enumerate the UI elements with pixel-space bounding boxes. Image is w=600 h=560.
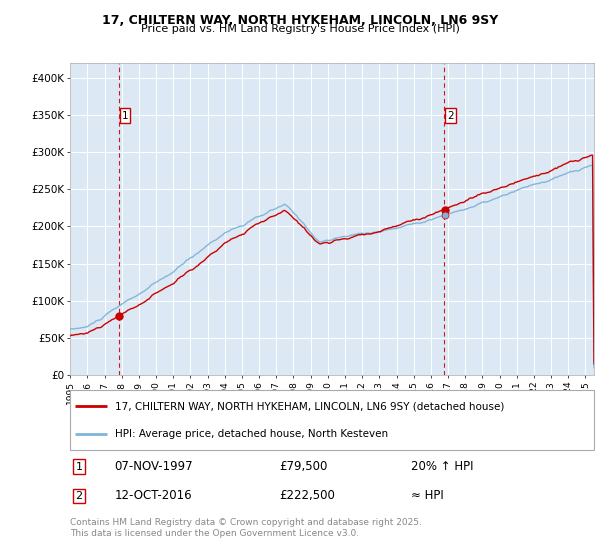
FancyBboxPatch shape [70, 390, 594, 450]
Text: £222,500: £222,500 [280, 489, 335, 502]
Text: 1: 1 [122, 110, 128, 120]
Text: 07-NOV-1997: 07-NOV-1997 [115, 460, 193, 473]
Text: 2: 2 [447, 110, 454, 120]
Text: 17, CHILTERN WAY, NORTH HYKEHAM, LINCOLN, LN6 9SY (detached house): 17, CHILTERN WAY, NORTH HYKEHAM, LINCOLN… [115, 401, 504, 411]
Text: 12-OCT-2016: 12-OCT-2016 [115, 489, 193, 502]
Text: 17, CHILTERN WAY, NORTH HYKEHAM, LINCOLN, LN6 9SY: 17, CHILTERN WAY, NORTH HYKEHAM, LINCOLN… [102, 14, 498, 27]
Text: Price paid vs. HM Land Registry's House Price Index (HPI): Price paid vs. HM Land Registry's House … [140, 24, 460, 34]
Text: 1: 1 [76, 461, 82, 472]
Text: £79,500: £79,500 [280, 460, 328, 473]
Text: ≈ HPI: ≈ HPI [410, 489, 443, 502]
Text: Contains HM Land Registry data © Crown copyright and database right 2025.: Contains HM Land Registry data © Crown c… [70, 518, 422, 527]
Text: 20% ↑ HPI: 20% ↑ HPI [410, 460, 473, 473]
Text: 2: 2 [76, 491, 83, 501]
Text: This data is licensed under the Open Government Licence v3.0.: This data is licensed under the Open Gov… [70, 529, 359, 538]
Text: HPI: Average price, detached house, North Kesteven: HPI: Average price, detached house, Nort… [115, 429, 388, 439]
